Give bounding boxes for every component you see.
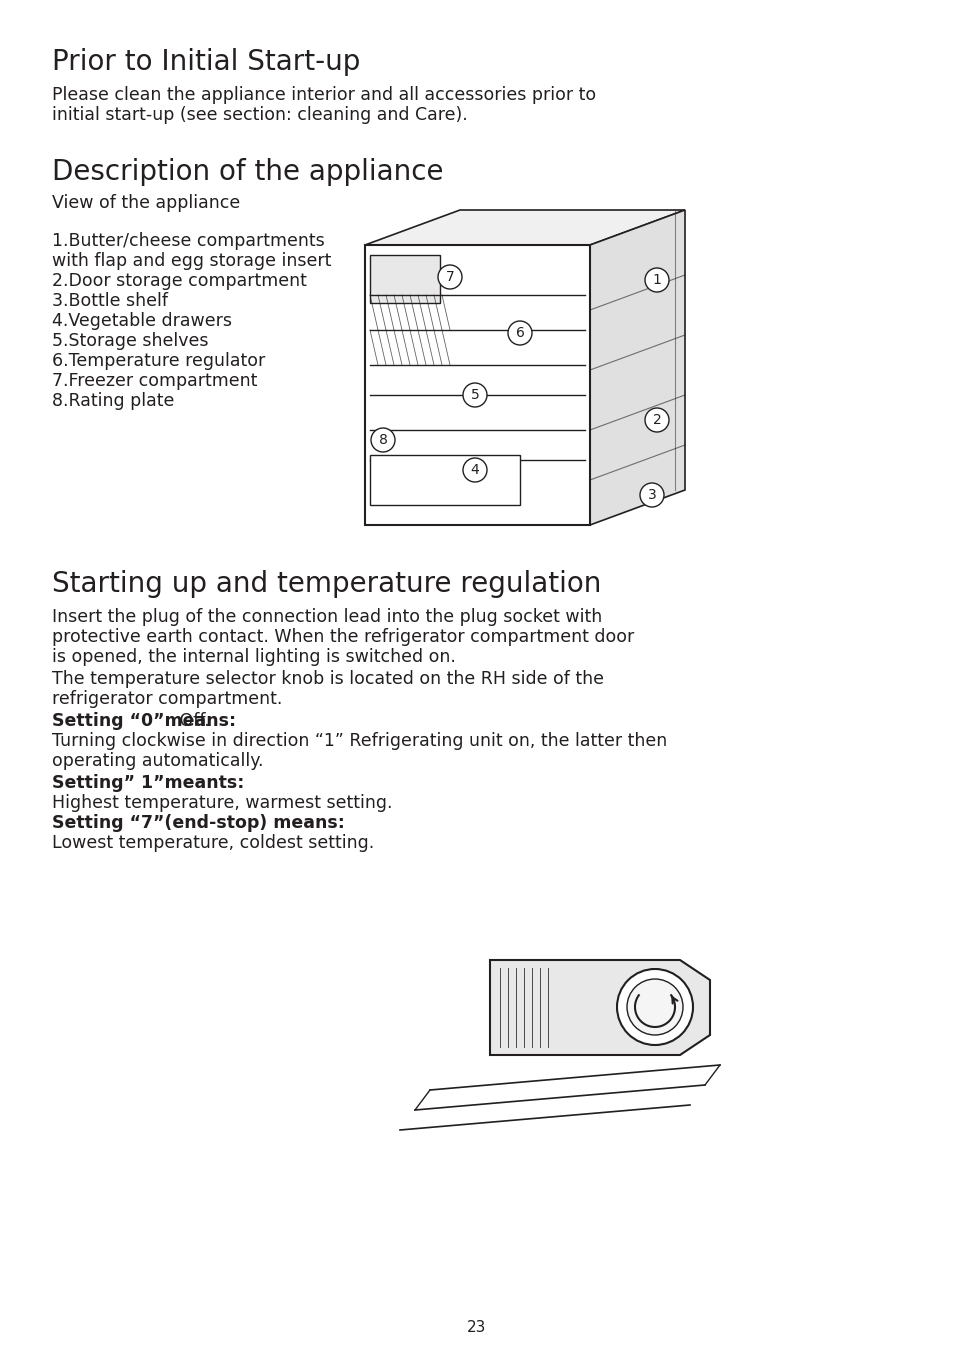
Text: 6.Temperature regulator: 6.Temperature regulator bbox=[52, 352, 265, 370]
Polygon shape bbox=[490, 960, 709, 1055]
Text: 4.Vegetable drawers: 4.Vegetable drawers bbox=[52, 311, 232, 330]
Text: Setting “0”means:: Setting “0”means: bbox=[52, 712, 236, 730]
Text: 5: 5 bbox=[470, 389, 478, 402]
Text: Lowest temperature, coldest setting.: Lowest temperature, coldest setting. bbox=[52, 834, 374, 852]
Text: Setting” 1”meants:: Setting” 1”meants: bbox=[52, 774, 244, 792]
Text: 8.Rating plate: 8.Rating plate bbox=[52, 393, 174, 410]
Text: 6: 6 bbox=[515, 326, 524, 340]
Text: 5.Storage shelves: 5.Storage shelves bbox=[52, 332, 209, 349]
Text: with flap and egg storage insert: with flap and egg storage insert bbox=[52, 252, 331, 269]
Circle shape bbox=[437, 265, 461, 288]
Text: 2: 2 bbox=[652, 413, 660, 427]
Polygon shape bbox=[370, 255, 439, 303]
Polygon shape bbox=[365, 245, 589, 525]
Text: Prior to Initial Start-up: Prior to Initial Start-up bbox=[52, 47, 360, 76]
Circle shape bbox=[644, 268, 668, 292]
Text: Setting “7”(end-stop) means:: Setting “7”(end-stop) means: bbox=[52, 814, 345, 831]
Text: Highest temperature, warmest setting.: Highest temperature, warmest setting. bbox=[52, 793, 392, 812]
Text: The temperature selector knob is located on the RH side of the: The temperature selector knob is located… bbox=[52, 670, 603, 688]
Text: 1.Butter/cheese compartments: 1.Butter/cheese compartments bbox=[52, 232, 324, 250]
Text: Insert the plug of the connection lead into the plug socket with: Insert the plug of the connection lead i… bbox=[52, 608, 601, 626]
Text: 4: 4 bbox=[470, 463, 478, 477]
Text: Turning clockwise in direction “1” Refrigerating unit on, the latter then: Turning clockwise in direction “1” Refri… bbox=[52, 733, 666, 750]
Text: initial start-up (see section: cleaning and Care).: initial start-up (see section: cleaning … bbox=[52, 106, 467, 125]
Text: 7: 7 bbox=[445, 269, 454, 284]
Circle shape bbox=[462, 458, 486, 482]
Text: protective earth contact. When the refrigerator compartment door: protective earth contact. When the refri… bbox=[52, 628, 634, 646]
Text: 7.Freezer compartment: 7.Freezer compartment bbox=[52, 372, 257, 390]
Circle shape bbox=[644, 408, 668, 432]
Polygon shape bbox=[370, 455, 519, 505]
Circle shape bbox=[507, 321, 532, 345]
Polygon shape bbox=[365, 210, 684, 245]
Text: 1: 1 bbox=[652, 274, 660, 287]
Text: operating automatically.: operating automatically. bbox=[52, 751, 263, 770]
Text: Off.: Off. bbox=[174, 712, 210, 730]
Text: Please clean the appliance interior and all accessories prior to: Please clean the appliance interior and … bbox=[52, 87, 596, 104]
Text: View of the appliance: View of the appliance bbox=[52, 194, 240, 213]
Text: Description of the appliance: Description of the appliance bbox=[52, 158, 443, 185]
Polygon shape bbox=[589, 210, 684, 525]
Circle shape bbox=[639, 483, 663, 506]
Text: Starting up and temperature regulation: Starting up and temperature regulation bbox=[52, 570, 600, 598]
Circle shape bbox=[626, 979, 682, 1034]
Circle shape bbox=[462, 383, 486, 408]
Text: refrigerator compartment.: refrigerator compartment. bbox=[52, 691, 282, 708]
Text: 3: 3 bbox=[647, 487, 656, 502]
Text: is opened, the internal lighting is switched on.: is opened, the internal lighting is swit… bbox=[52, 649, 456, 666]
Text: 23: 23 bbox=[467, 1320, 486, 1335]
Circle shape bbox=[617, 969, 692, 1045]
Text: 3.Bottle shelf: 3.Bottle shelf bbox=[52, 292, 168, 310]
Text: 2.Door storage compartment: 2.Door storage compartment bbox=[52, 272, 307, 290]
Text: 8: 8 bbox=[378, 433, 387, 447]
Circle shape bbox=[371, 428, 395, 452]
